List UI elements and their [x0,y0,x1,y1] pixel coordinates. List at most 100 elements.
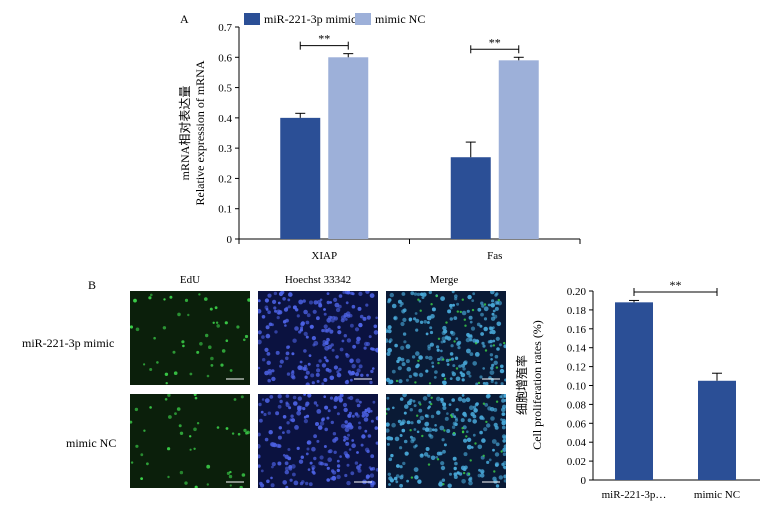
cell-dot-edu [482,402,486,405]
cell-dot [394,436,400,442]
cell-dot [323,328,328,333]
cell-dot [389,292,394,298]
cell-dot [449,317,453,321]
cell-dot-edu [464,324,467,327]
cell-dot [271,369,275,373]
cell-dot [425,332,429,336]
cell-dot [394,343,398,348]
cell-dot [323,395,326,398]
cell-dot [303,331,308,336]
cell-dot [326,416,330,420]
cell-dot-edu [414,381,417,384]
cell-dot [285,306,289,310]
y-tick-label-a: 0.5 [218,83,232,95]
y-tick-label-a: 0.3 [218,143,232,155]
cell-dot [479,430,483,435]
cell-dot [311,381,315,385]
cell-dot [490,416,495,421]
cell-dot [420,453,424,457]
cell-dot [311,470,315,474]
cell-dot [306,440,312,445]
cell-dot [366,449,370,454]
cell-dot-edu [462,471,466,475]
cell-dot-edu [467,472,471,476]
bar-mimic-fas [450,157,491,239]
cell-dot [370,419,374,423]
cell-dot-edu [463,318,466,321]
cell-dot [489,353,494,357]
cell-dot [375,441,378,445]
cell-dot [208,345,212,349]
cell-dot [359,400,362,404]
cell-dot [310,373,315,378]
cell-dot [431,428,435,432]
cell-dot [451,291,455,294]
cell-dot-edu [443,429,446,432]
cell-dot [263,412,267,417]
cell-dot [344,380,349,385]
cell-dot [395,480,399,484]
cell-dot [461,398,467,403]
cell-dot [469,338,473,342]
cell-dot [196,422,200,425]
cell-dot [441,330,446,336]
cell-dot [288,465,293,469]
cell-dot [299,481,304,486]
cell-dot [325,358,328,362]
hoechst-header: Hoechst 33342 [284,274,352,286]
cell-dot [430,414,435,419]
cell-dot [264,298,269,303]
cell-dot [354,372,360,377]
cell-dot [502,447,506,452]
cell-dot [336,459,340,463]
cell-dot [355,398,360,403]
cell-dot-edu [484,349,488,352]
cell-dot [282,454,286,457]
cell-dot [395,474,400,478]
cell-dot [410,421,414,425]
cell-dot [478,468,481,472]
cell-dot [363,417,369,422]
cell-dot [406,366,412,372]
cell-dot [305,335,309,339]
cell-dot [258,402,262,407]
cell-dot [365,341,371,347]
cell-dot [391,422,396,428]
cell-dot [455,408,459,412]
cell-dot [503,394,506,398]
cell-dot [469,405,474,410]
cell-dot [271,323,274,327]
cell-dot [446,412,449,415]
cell-dot [366,315,371,320]
cell-dot [316,368,321,373]
cell-dot [366,407,371,412]
cell-dot [451,398,455,402]
cell-dot [440,349,443,353]
cell-dot [479,324,483,328]
cell-dot-edu [445,321,448,324]
cell-dot [400,357,405,362]
cell-dot [403,439,408,444]
cell-dot-edu [427,463,431,466]
cell-dot [264,347,269,352]
cell-dot [503,474,506,479]
cell-dot [361,434,366,439]
cell-dot [398,379,403,384]
cell-dot [429,326,433,330]
x-label-a: XIAP [311,250,337,262]
cell-dot [316,439,320,443]
cell-dot [489,370,495,375]
cell-dot [466,309,470,313]
cell-dot [450,306,453,310]
cell-dot [344,453,350,458]
cell-dot [271,462,276,467]
cell-dot-edu [453,340,456,343]
cell-dot [477,444,483,450]
cell-dot [485,394,491,399]
cell-dot [471,446,474,449]
cell-dot [393,316,397,320]
cell-dot [309,461,313,465]
cell-dot [366,373,369,377]
cell-dot [277,435,282,440]
cell-dot [491,363,495,367]
